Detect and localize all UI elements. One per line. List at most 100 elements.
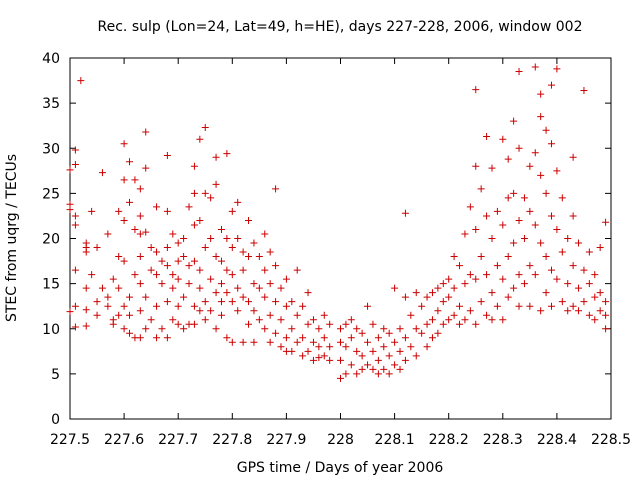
data-point	[542, 289, 550, 297]
data-point	[466, 203, 474, 211]
data-point	[374, 356, 382, 364]
data-point	[456, 262, 464, 270]
data-point	[174, 302, 182, 310]
data-point	[131, 271, 139, 279]
data-point	[153, 334, 161, 342]
data-point	[196, 307, 204, 315]
data-point	[428, 334, 436, 342]
data-point	[158, 257, 166, 265]
data-point	[531, 221, 539, 229]
data-point	[288, 325, 296, 333]
data-point	[418, 329, 426, 337]
data-point	[445, 293, 453, 301]
data-point	[580, 266, 588, 274]
data-point	[174, 320, 182, 328]
data-point	[93, 311, 101, 319]
data-point	[153, 302, 161, 310]
data-point	[558, 248, 566, 256]
data-point	[299, 334, 307, 342]
data-point	[575, 239, 583, 247]
data-point	[515, 271, 523, 279]
data-point	[93, 244, 101, 252]
data-point	[596, 289, 604, 297]
x-tick-label: 227.9	[266, 432, 306, 448]
data-point	[196, 266, 204, 274]
data-point	[396, 325, 404, 333]
data-point	[169, 230, 177, 238]
data-point	[77, 77, 85, 85]
data-point	[104, 230, 112, 238]
data-point	[602, 218, 610, 226]
data-point	[309, 338, 317, 346]
data-point	[120, 176, 128, 184]
data-point	[239, 248, 247, 256]
data-point	[158, 325, 166, 333]
data-point	[537, 90, 545, 98]
data-point	[126, 311, 134, 319]
data-point	[272, 185, 280, 193]
data-point	[201, 189, 209, 197]
data-point	[526, 262, 534, 270]
data-point	[158, 280, 166, 288]
data-point	[537, 171, 545, 179]
data-point	[293, 311, 301, 319]
data-point	[337, 356, 344, 364]
data-point	[537, 307, 545, 315]
data-point	[423, 343, 431, 351]
data-point	[304, 347, 312, 355]
data-point	[98, 284, 106, 292]
data-point	[466, 307, 474, 315]
data-point	[580, 86, 588, 94]
data-point	[461, 230, 469, 238]
data-point	[380, 365, 388, 373]
data-point	[142, 164, 150, 172]
data-point	[71, 212, 79, 220]
data-point	[510, 239, 518, 247]
data-point	[228, 271, 236, 279]
data-point	[255, 284, 263, 292]
data-point	[353, 347, 361, 355]
data-point	[488, 235, 496, 242]
data-point	[407, 311, 415, 319]
data-point	[217, 311, 225, 319]
data-point	[309, 316, 317, 324]
data-point	[466, 271, 474, 279]
data-point	[580, 298, 588, 306]
x-tick-label: 227.7	[158, 432, 198, 448]
data-point	[82, 284, 90, 292]
data-point	[239, 293, 247, 301]
data-point	[320, 311, 328, 319]
data-point	[520, 194, 528, 202]
data-point	[136, 212, 144, 220]
data-point	[153, 271, 161, 279]
data-point	[228, 207, 236, 215]
data-point	[288, 298, 296, 306]
data-point	[147, 244, 155, 252]
data-point	[477, 253, 485, 261]
data-point	[98, 169, 106, 177]
data-point	[477, 298, 485, 306]
data-point	[120, 302, 128, 310]
data-point	[174, 257, 182, 265]
data-point	[239, 338, 247, 346]
data-point	[104, 293, 112, 301]
data-point	[234, 198, 242, 206]
data-point	[504, 155, 512, 163]
data-point	[385, 370, 393, 378]
data-point	[277, 343, 285, 351]
data-point	[169, 271, 177, 279]
data-point	[126, 198, 134, 206]
data-point	[223, 266, 231, 274]
data-point	[250, 338, 258, 346]
data-point	[245, 320, 253, 328]
data-point	[439, 320, 447, 328]
data-points	[66, 63, 610, 382]
data-point	[120, 140, 128, 148]
data-point	[174, 275, 182, 283]
data-point	[385, 329, 393, 337]
y-tick-label: 30	[42, 141, 60, 157]
data-point	[223, 150, 231, 158]
data-point	[71, 302, 79, 310]
data-point	[602, 311, 610, 319]
